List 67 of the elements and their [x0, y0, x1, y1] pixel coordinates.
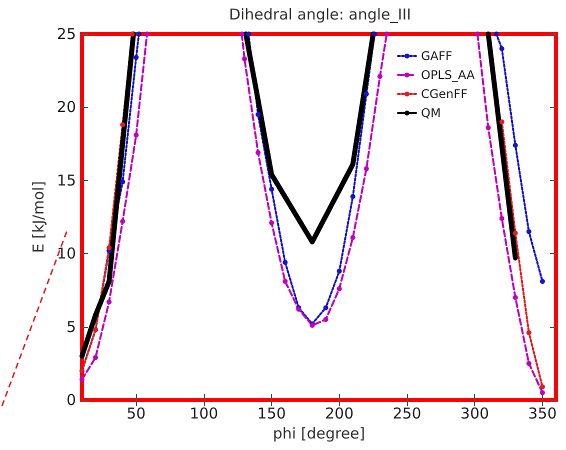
point	[239, 32, 244, 36]
point	[540, 390, 545, 396]
point	[136, 32, 142, 36]
point	[282, 278, 288, 284]
y-tick-label: 20	[56, 98, 76, 116]
x-tick-label: 100	[190, 404, 218, 422]
point	[377, 74, 382, 79]
point	[106, 299, 112, 304]
point	[336, 286, 342, 292]
point	[384, 32, 390, 36]
point	[269, 186, 274, 192]
point	[486, 125, 491, 130]
point	[256, 112, 261, 118]
y-tick-label: 25	[56, 25, 76, 43]
x-tick-label: 300	[460, 404, 490, 422]
y-axis-title: E [kJ/mol]	[30, 180, 48, 254]
point	[499, 216, 504, 221]
legend-label: GAFF	[421, 49, 452, 63]
point	[512, 295, 518, 300]
legend-label: QM	[421, 106, 441, 120]
point	[242, 56, 248, 62]
point	[540, 278, 545, 284]
point	[282, 260, 288, 265]
point	[144, 32, 150, 36]
point	[134, 54, 139, 60]
point	[323, 316, 328, 322]
point	[269, 220, 274, 226]
x-axis-title: phi [degree]	[272, 424, 366, 442]
point	[246, 32, 252, 36]
x-tick-label: 150	[257, 404, 286, 422]
point	[540, 384, 545, 390]
point	[512, 142, 518, 148]
x-tick-label: 350	[528, 404, 557, 422]
point	[512, 230, 518, 236]
point	[526, 229, 532, 234]
point	[120, 122, 126, 128]
point	[256, 150, 261, 156]
point	[120, 218, 126, 224]
point	[364, 92, 369, 97]
point	[499, 119, 504, 124]
y-tick-label: 10	[56, 244, 76, 263]
point	[350, 194, 356, 200]
y-tick-label: 5	[66, 318, 76, 336]
point	[526, 360, 532, 366]
x-tick-label: 250	[392, 404, 422, 422]
y-tick-label: 15	[56, 171, 76, 190]
point	[474, 32, 480, 36]
point	[130, 32, 135, 36]
y-tick-label: 0	[66, 391, 76, 409]
point	[364, 166, 369, 172]
point	[350, 234, 356, 240]
legend-label: CGenFF	[421, 87, 468, 101]
point	[134, 132, 139, 138]
x-tick-label: 200	[324, 404, 354, 422]
point	[372, 32, 378, 36]
chart-title: Dihedral angle: angle_III	[228, 6, 412, 24]
point	[80, 377, 84, 382]
point	[106, 245, 112, 250]
point	[526, 330, 532, 336]
point	[499, 46, 504, 52]
point	[494, 32, 499, 36]
x-tick-label: 50	[126, 404, 146, 422]
point	[336, 268, 342, 274]
point	[120, 179, 126, 184]
point	[93, 355, 98, 360]
legend-label: OPLS_AA	[421, 68, 476, 82]
point	[323, 305, 328, 310]
